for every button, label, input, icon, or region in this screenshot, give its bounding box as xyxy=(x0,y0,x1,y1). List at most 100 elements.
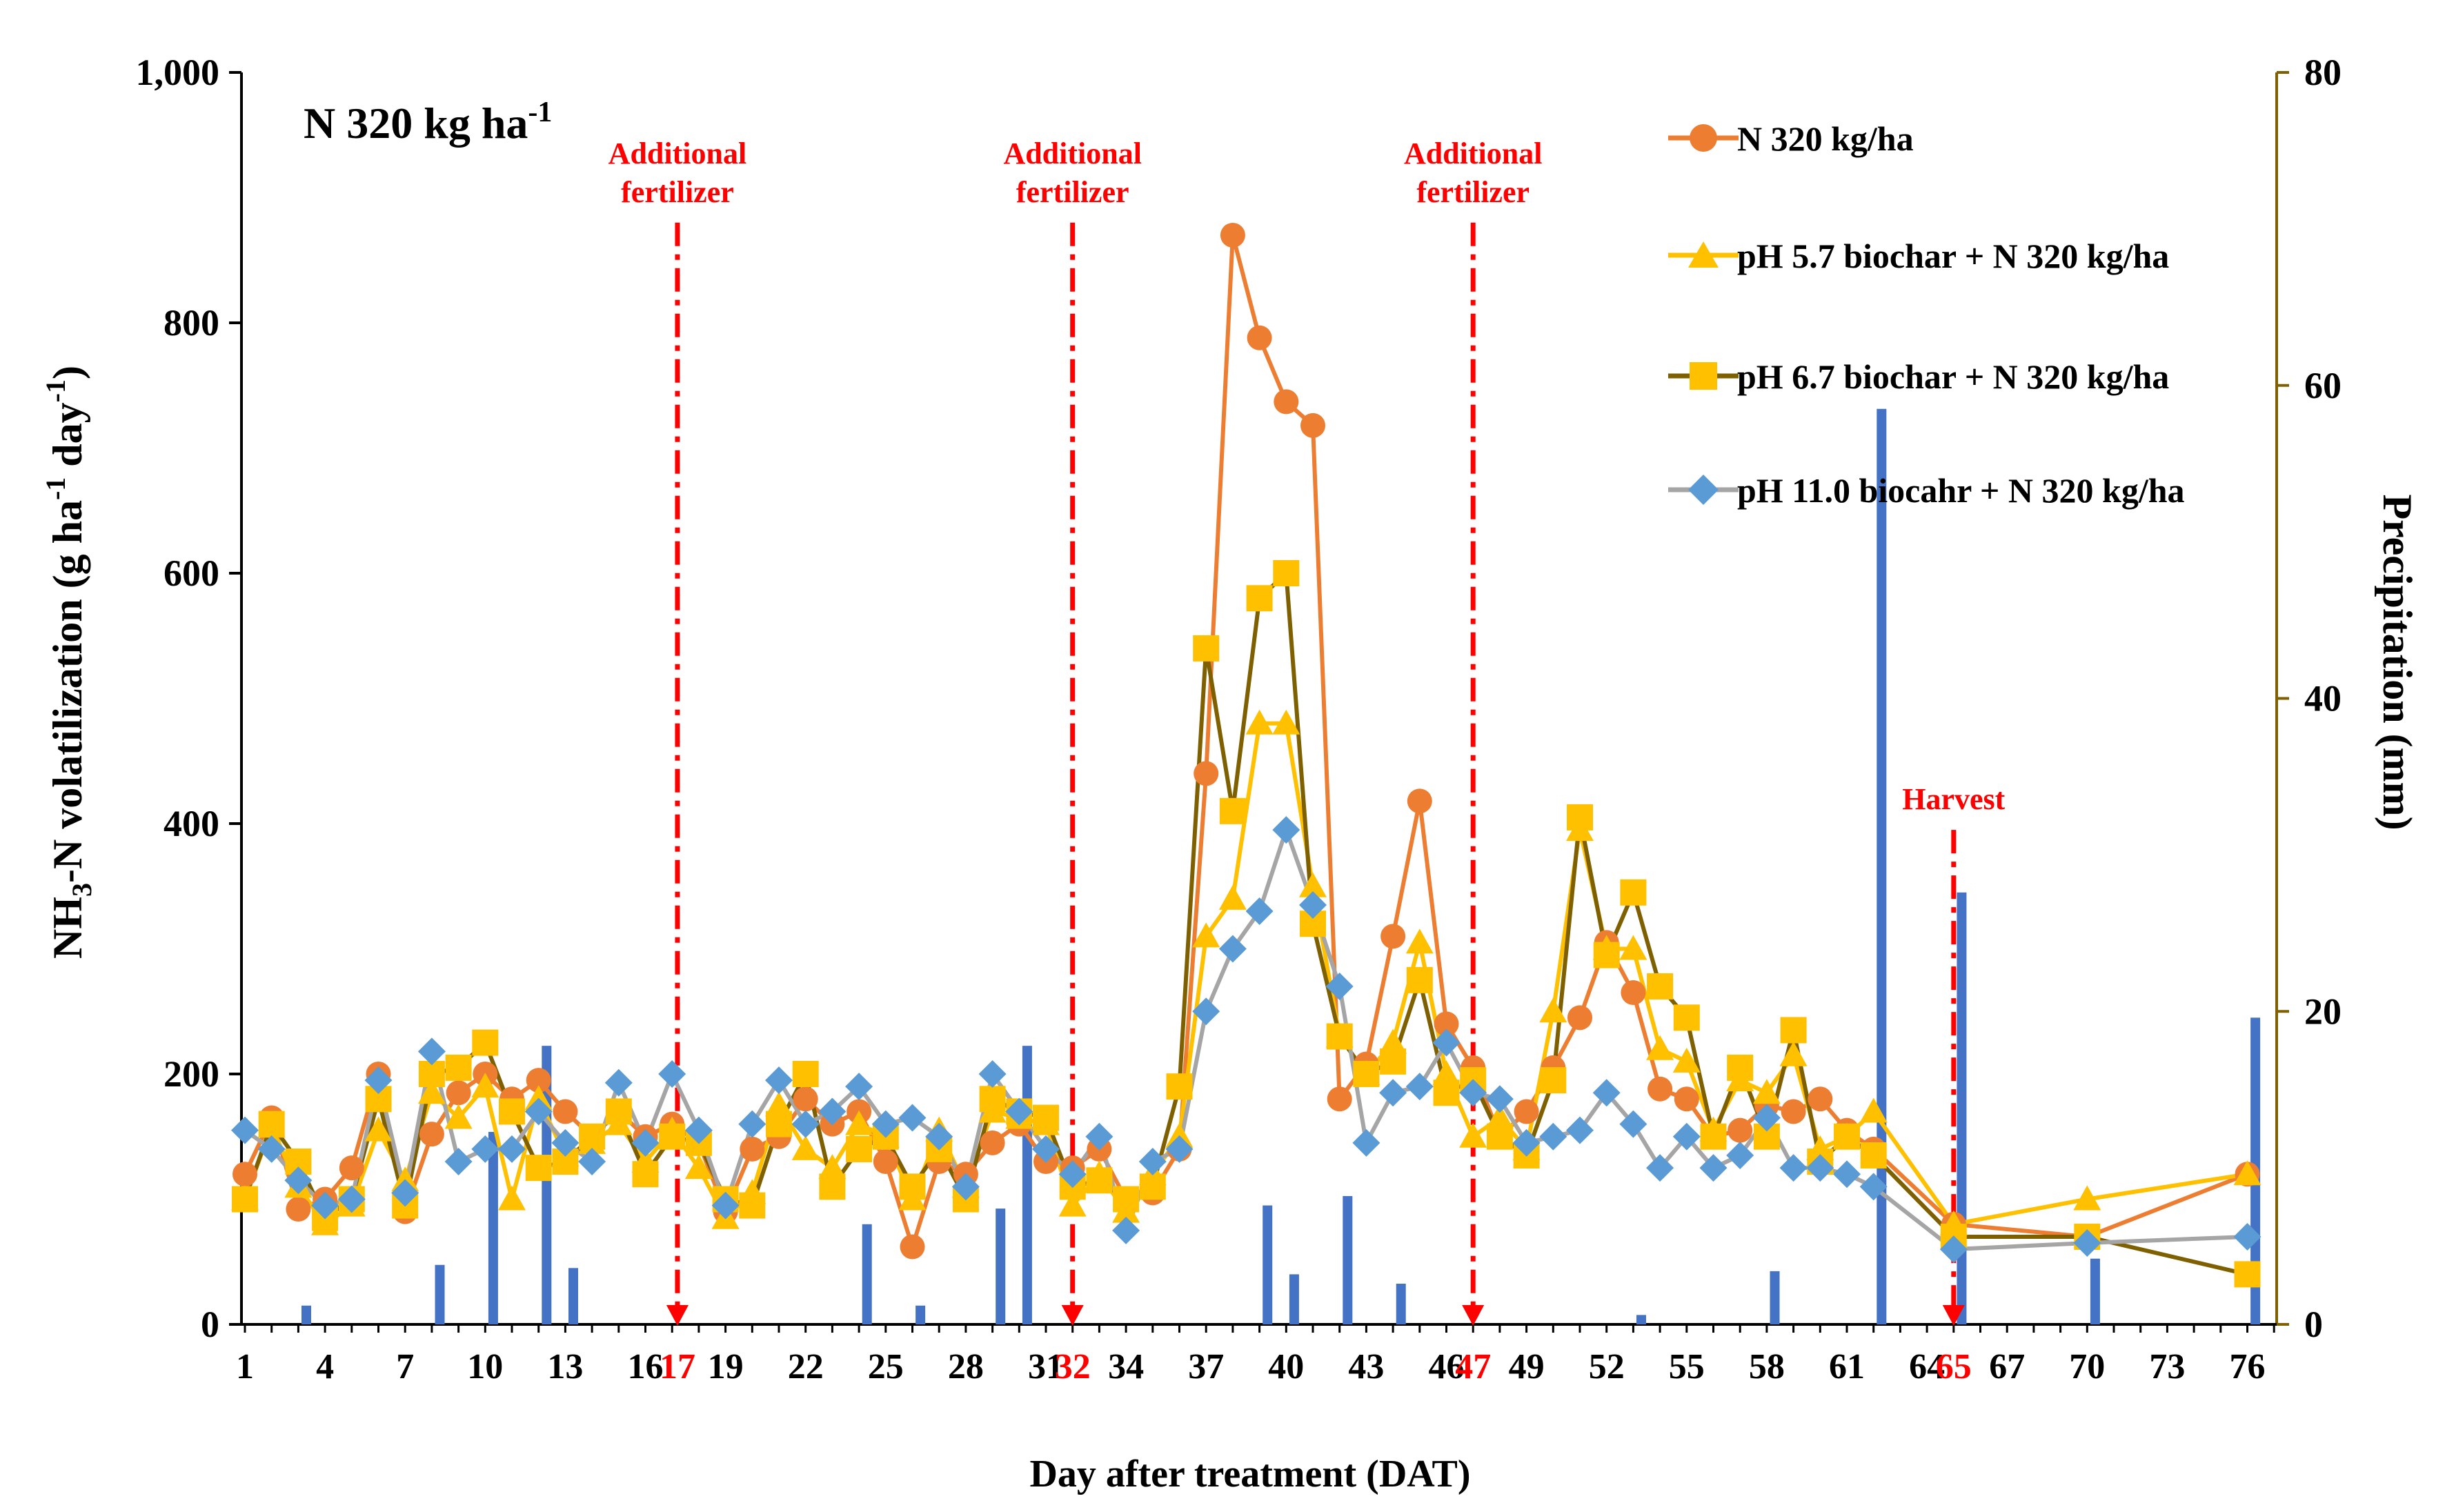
point-triangle xyxy=(498,1185,526,1211)
point-diamond xyxy=(391,1179,419,1207)
point-triangle xyxy=(1405,928,1434,954)
point-diamond xyxy=(444,1148,473,1176)
point-triangle xyxy=(1619,935,1647,960)
point-circle xyxy=(1728,1117,1753,1143)
point-diamond xyxy=(1485,1085,1514,1113)
point-diamond xyxy=(604,1068,633,1097)
point-diamond xyxy=(631,1128,660,1157)
precipitation-bar xyxy=(1289,1274,1299,1324)
x-tick-label: 13 xyxy=(547,1347,583,1386)
point-square xyxy=(1567,804,1593,830)
precipitation-bar xyxy=(2090,1258,2100,1324)
point-triangle xyxy=(1192,922,1220,948)
point-circle xyxy=(980,1130,1005,1155)
point-circle xyxy=(1380,924,1406,949)
y-tick-label: 0 xyxy=(201,1304,219,1345)
point-triangle xyxy=(845,1110,873,1135)
x-tick-label: 43 xyxy=(1348,1347,1384,1386)
event-label: fertilizer xyxy=(1016,175,1129,209)
point-diamond xyxy=(1459,1079,1487,1107)
legend-marker-triangle xyxy=(1688,241,1719,268)
point-triangle xyxy=(417,1079,446,1104)
point-square xyxy=(579,1123,606,1150)
point-square xyxy=(418,1061,445,1087)
point-circle xyxy=(1514,1099,1539,1124)
event-arrow xyxy=(1462,1305,1485,1326)
x-tick-label: 4 xyxy=(316,1347,334,1386)
point-circle xyxy=(740,1136,765,1162)
precipitation-bar xyxy=(568,1268,579,1324)
point-square xyxy=(1273,560,1300,586)
point-square xyxy=(1860,1142,1887,1168)
point-diamond xyxy=(871,1110,900,1138)
event-label: Additional xyxy=(608,137,747,170)
y-tick-label: 1,000 xyxy=(136,52,220,93)
precipitation-bar xyxy=(1022,1046,1032,1324)
y-label-part-1: NH xyxy=(45,897,90,959)
precipitation-bar xyxy=(301,1305,312,1324)
point-diamond xyxy=(551,1128,580,1157)
event-label: Harvest xyxy=(1902,782,2005,816)
point-circle xyxy=(900,1234,925,1260)
precipitation-bar xyxy=(488,1131,498,1324)
x-tick-label: 10 xyxy=(467,1347,503,1386)
point-square xyxy=(1780,1017,1807,1044)
x-tick-label: 40 xyxy=(1268,1347,1304,1386)
point-diamond xyxy=(684,1116,713,1144)
point-diamond xyxy=(1859,1173,1888,1201)
point-diamond xyxy=(1619,1110,1647,1138)
point-circle xyxy=(446,1080,471,1106)
point-circle xyxy=(232,1162,257,1187)
point-triangle xyxy=(765,1091,793,1117)
point-circle xyxy=(1407,788,1432,814)
point-diamond xyxy=(1432,1028,1461,1057)
y-tick-label: 800 xyxy=(164,302,219,344)
point-diamond xyxy=(2233,1222,2261,1251)
y2-tick-label: 40 xyxy=(2304,678,2342,719)
point-triangle xyxy=(1299,872,1327,897)
point-diamond xyxy=(738,1110,766,1138)
point-diamond xyxy=(1726,1141,1754,1169)
point-triangle xyxy=(1379,1028,1407,1054)
x-axis-label: Day after treatment (DAT) xyxy=(1029,1453,1470,1495)
point-square xyxy=(1219,797,1246,824)
series-layer xyxy=(231,222,2261,1288)
x-tick-label: 76 xyxy=(2230,1347,2266,1386)
x-tick-label: 55 xyxy=(1669,1347,1705,1386)
point-diamond xyxy=(1752,1104,1781,1132)
precipitation-bar xyxy=(1263,1205,1273,1324)
point-diamond xyxy=(231,1116,259,1144)
point-diamond xyxy=(1592,1079,1621,1107)
point-triangle xyxy=(444,1104,473,1129)
point-diamond xyxy=(951,1173,980,1201)
point-diamond xyxy=(337,1185,366,1213)
y-tick-label: 200 xyxy=(164,1053,219,1095)
point-triangle xyxy=(1539,997,1567,1023)
point-circle xyxy=(1274,389,1299,415)
point-square xyxy=(1406,966,1433,993)
point-square xyxy=(1593,942,1620,968)
point-circle xyxy=(1674,1086,1699,1112)
point-circle xyxy=(339,1155,364,1181)
point-square xyxy=(739,1192,766,1219)
legend-label-ph67: pH 6.7 biochar + N 320 kg/ha xyxy=(1737,357,2169,396)
legend-item-ph110: pH 11.0 biocahr + N 320 kg/ha xyxy=(1668,471,2185,510)
y-label-part-4: -1 xyxy=(40,477,71,500)
point-square xyxy=(899,1173,926,1200)
point-circle xyxy=(1247,325,1272,350)
point-circle xyxy=(1781,1099,1806,1124)
point-square xyxy=(1113,1186,1140,1213)
chart-title-text: N 320 kg ha xyxy=(304,99,528,148)
precipitation-bar xyxy=(1877,408,1887,1324)
y-label-part-6: -1 xyxy=(40,379,71,402)
point-circle xyxy=(419,1122,444,1147)
point-triangle xyxy=(818,1154,847,1180)
chart-title-superscript: -1 xyxy=(528,97,552,128)
x-tick-label-highlight: 17 xyxy=(660,1347,695,1386)
x-tick-label: 34 xyxy=(1108,1347,1144,1386)
point-diamond xyxy=(364,1066,393,1095)
event-arrow xyxy=(1061,1305,1084,1326)
point-square xyxy=(1540,1067,1567,1094)
point-circle xyxy=(1808,1086,1833,1112)
